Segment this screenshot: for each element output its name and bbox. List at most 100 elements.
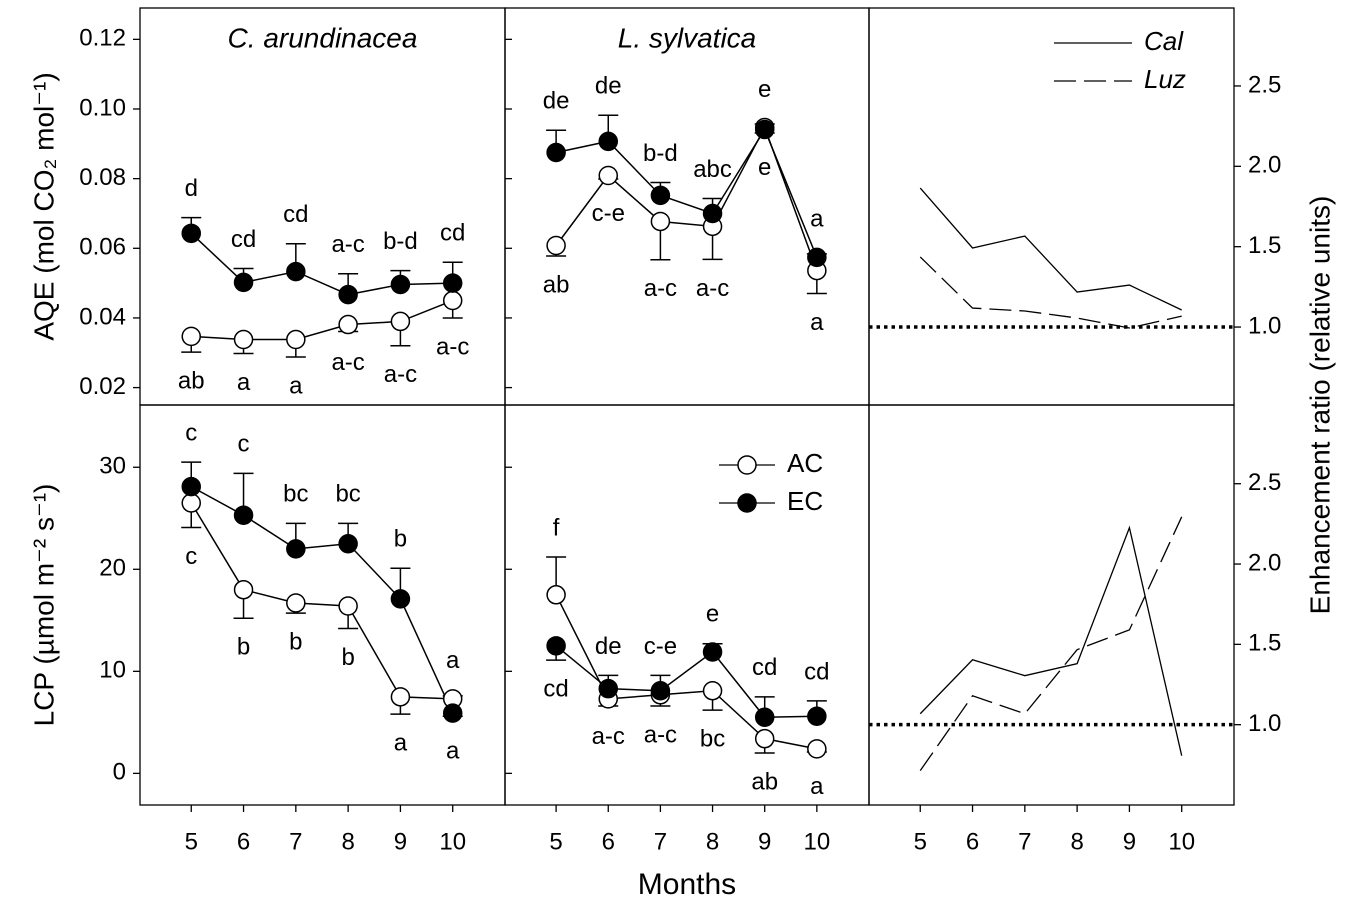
significance-letter: a-c [331,349,364,376]
x-tick-label: 9 [758,828,771,855]
significance-letter: c [185,543,197,570]
x-tick-label: 10 [803,828,830,855]
x-tick-label: 8 [706,828,719,855]
significance-letter: cd [752,654,777,681]
x-tick-label: 7 [1018,828,1031,855]
x-tick-label: 5 [549,828,562,855]
data-point [233,329,254,350]
significance-letter: cd [804,658,829,685]
data-point [754,728,775,749]
y2-tick-label: 1.0 [1248,710,1281,737]
data-point [286,329,306,350]
series-line [190,485,454,714]
x-tick-label: 8 [1070,828,1083,855]
y-tick-label: 0.04 [79,303,126,330]
significance-letter: c-e [644,633,677,660]
x-tick-label: 10 [1168,828,1195,855]
data-point [702,203,723,224]
significance-letter: c [185,419,197,446]
significance-letter: cd [440,220,465,247]
y-axis-label: LCP (µmol m⁻² s⁻¹) [28,484,59,727]
data-point [598,131,619,152]
significance-letter: b [394,526,407,553]
y-tick-label: 20 [99,555,126,582]
data-point [286,539,306,559]
panel: 1.0 1.5 2.0 2.5 5 6 7 8 9 10 [868,404,1281,855]
data-point [338,284,358,305]
significance-letter: a [289,372,303,399]
data-point [181,476,201,497]
significance-letter: d [185,175,198,202]
panel: LCP (µmol m⁻² s⁻¹) 0 10 20 30 5 6 7 8 9 10 c b b b a a c c… [28,404,506,855]
significance-letter: e [758,76,771,103]
significance-letter: a [446,647,460,674]
significance-letter: b-d [383,228,418,255]
y-tick-label: 30 [99,453,126,480]
legend-marker [737,455,757,475]
x-tick-label: 6 [966,828,979,855]
data-point [286,593,306,613]
significance-letter: bc [700,725,725,752]
significance-letter: e [758,154,771,181]
x-tick-label: 6 [602,828,615,855]
data-point [390,589,411,609]
panel-title: L. sylvatica [618,22,757,53]
significance-letter: a [237,369,251,396]
data-point [181,493,201,513]
y-tick-label: 0.10 [79,94,126,121]
x-tick-label: 6 [237,828,250,855]
series-line [190,502,453,700]
legend-label: Cal [1144,26,1184,56]
data-point [546,585,566,605]
significance-letter: de [595,73,622,100]
data-point [442,290,463,311]
significance-letter: a [810,773,824,800]
data-point [650,211,671,232]
ratio-line [919,187,1182,311]
ratio-line [919,516,1183,771]
significance-letter: de [543,88,570,115]
data-point [390,311,411,332]
data-point [390,274,411,295]
panel: Enhancement ratio (relative units) 1.0 1.5… [868,7,1335,615]
x-tick-label: 7 [289,828,302,855]
significance-letter: bc [335,481,360,508]
y2-axis-label: Enhancement ratio (relative units) [1304,196,1335,615]
data-point [338,596,358,616]
data-point [702,680,723,701]
y-tick-label: 0.12 [79,25,126,52]
significance-letter: a-c [592,723,625,750]
significance-letter: a-c [331,231,364,258]
significance-letter: b-d [643,140,678,167]
data-point [233,579,254,600]
y2-tick-label: 1.5 [1248,232,1281,259]
data-point [546,142,566,163]
significance-letter: a-c [436,333,469,360]
data-point [442,273,463,293]
significance-letter: a-c [644,275,677,302]
significance-letter: bc [283,481,308,508]
significance-letter: b [341,644,354,671]
y2-tick-label: 2.0 [1248,152,1281,179]
x-tick-label: 5 [914,828,927,855]
y2-tick-label: 2.5 [1248,71,1281,98]
y2-tick-label: 2.0 [1248,549,1281,576]
significance-letter: a [394,730,408,757]
significance-letter: c-e [592,200,625,227]
data-point [338,314,358,335]
data-point [546,235,566,256]
data-point [442,703,463,723]
significance-letter: a [810,206,824,233]
data-point [390,687,411,707]
data-point [181,326,201,347]
ratio-line [919,525,1183,756]
y2-tick-label: 1.0 [1248,312,1281,339]
significance-letter: cd [231,226,256,253]
significance-letter: a [446,738,460,765]
data-point [650,680,671,701]
significance-letter: e [706,600,719,627]
significance-letter: a-c [696,275,729,302]
